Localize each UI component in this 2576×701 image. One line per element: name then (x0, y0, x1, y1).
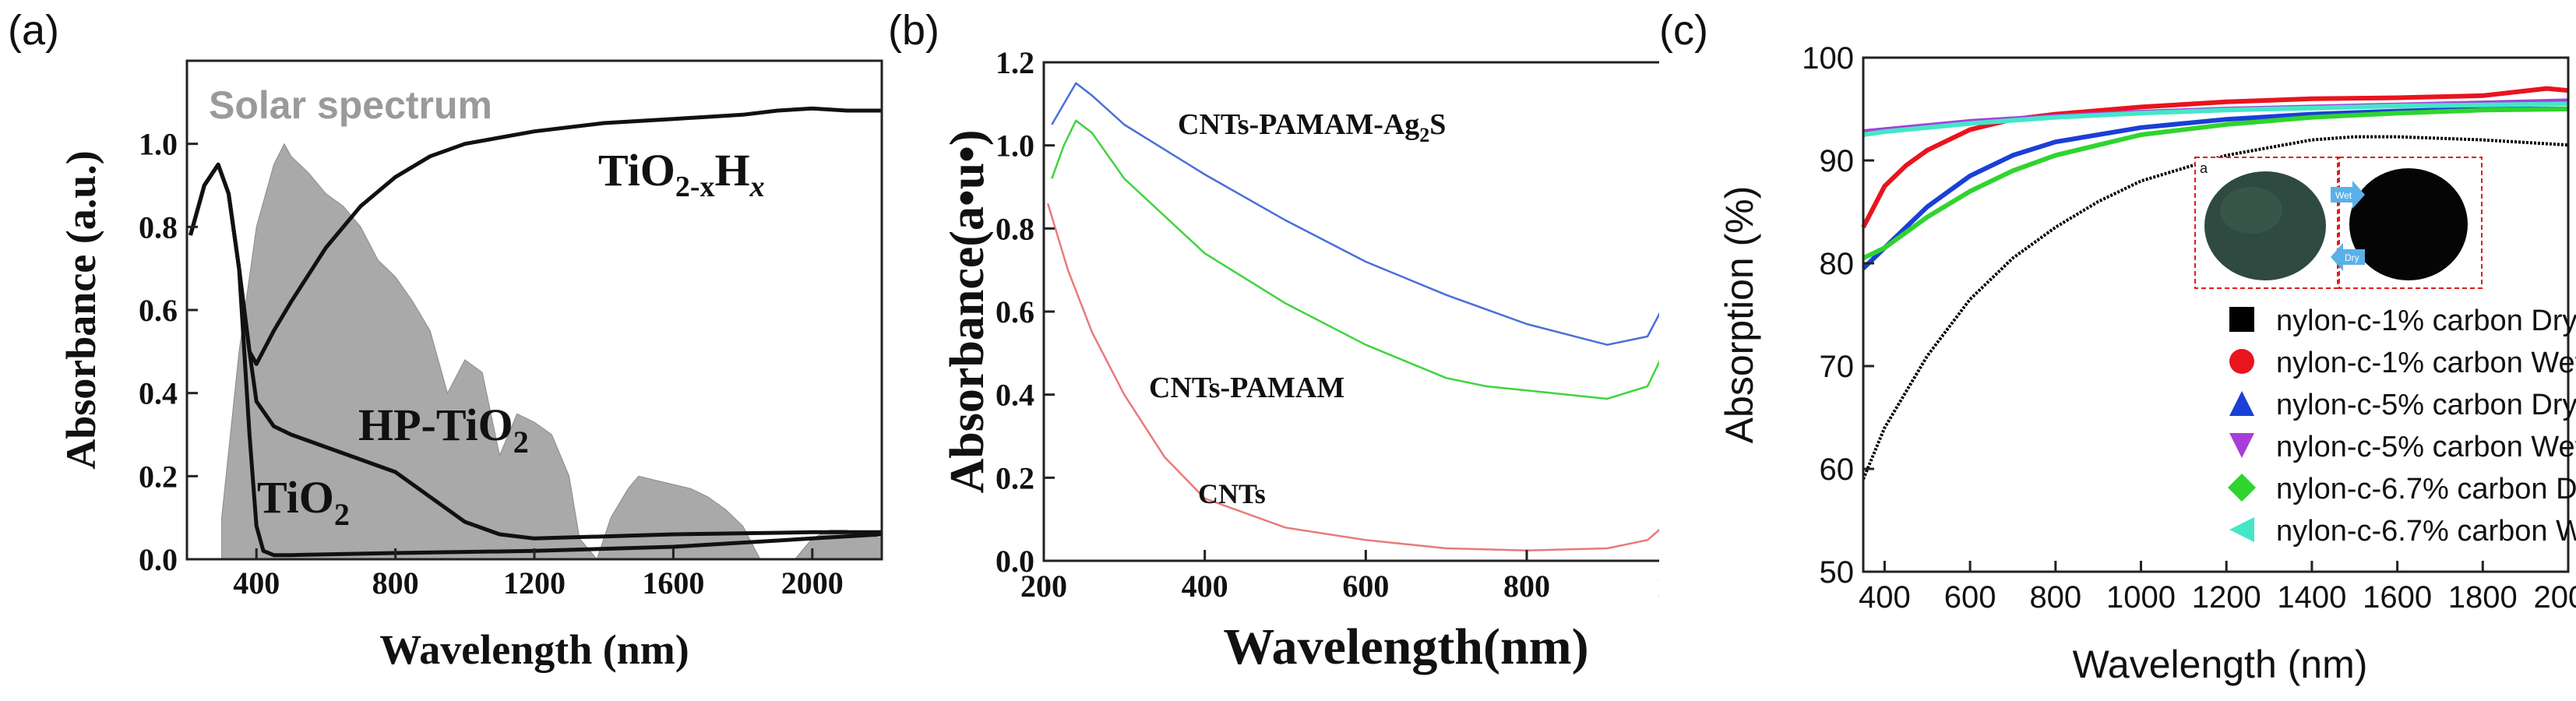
legend-label-nylon-c-1-carbon-dry: nylon-c-1% carbon Dry (2276, 305, 2576, 337)
x-tick-label: 400 (1182, 569, 1228, 604)
chart-b-x-ticks: 200 400 600 800 1000 (1020, 550, 1659, 604)
x-tick-label: 800 (2029, 580, 2081, 615)
annotation-solar-spectrum: Solar spectrum (209, 83, 492, 127)
y-tick-label: 1.2 (996, 45, 1034, 80)
y-tick-label: 90 (1820, 144, 1855, 178)
series-line-nylon-c-6-7-carbon-dry (1862, 107, 2569, 261)
y-tick-label: 0.6 (139, 293, 178, 328)
x-tick-label: 1600 (642, 565, 704, 601)
legend-marker-nylon-c-5-carbon-wet (2229, 433, 2254, 458)
legend-label-nylon-c-6-7-carbon-dry: nylon-c-6.7% carbon Dry (2276, 473, 2576, 505)
y-tick-label: 60 (1820, 453, 1855, 487)
chart-c-series (1861, 86, 2569, 480)
x-tick-label: 1400 (2277, 580, 2346, 615)
x-tick-label: 1000 (2106, 580, 2176, 615)
chart-a-x-ticks: 400 800 1200 1600 2000 (233, 548, 844, 601)
y-tick-label: 80 (1820, 247, 1855, 281)
chart-a: 400 800 1200 1600 2000 0.0 0.2 0.4 0.6 0.8 1.0 Wa… (58, 59, 883, 673)
x-tick-label: 2000 (781, 565, 844, 601)
x-tick-label: 1000 (1657, 569, 1659, 604)
x-tick-label: 600 (1944, 580, 1996, 615)
y-tick-label: 70 (1820, 350, 1855, 384)
x-tick-label: 200 (1020, 569, 1067, 604)
y-tick-label: 0.2 (139, 459, 178, 494)
chart-c: 400 600 800 1000 1200 1400 1600 1800 2000 50 60 70… (1718, 41, 2576, 686)
dry-arrow (2331, 243, 2365, 271)
y-tick-label: 0.2 (996, 460, 1034, 495)
wet-arrow-label: Wet (2335, 190, 2352, 201)
annotation-tio2xhx: TiO2-xHx (598, 145, 765, 203)
series-line-tio2 (189, 162, 883, 558)
y-tick-label: 0.4 (996, 378, 1034, 413)
y-tick-label: 0.8 (139, 210, 178, 245)
chart-a-ylabel: Absorbance (a.u.) (58, 150, 104, 470)
x-tick-label: 400 (1859, 580, 1911, 615)
chart-b-xlabel: Wavelength(nm) (1223, 618, 1588, 675)
inset-corner-label: a (2200, 160, 2208, 176)
legend-marker-nylon-c-1-carbon-dry (2229, 307, 2254, 332)
chart-b-series (1047, 82, 1659, 551)
series-line-nylon-c-1-carbon-dry (1862, 135, 2569, 480)
series-line-cnts-pamam-ag2s (1051, 82, 1659, 346)
y-tick-label: 0.0 (139, 542, 178, 577)
x-tick-label: 1200 (503, 565, 566, 601)
y-tick-label: 0.4 (139, 376, 178, 411)
x-tick-label: 2000 (2534, 580, 2576, 615)
y-tick-label: 0.0 (996, 544, 1034, 579)
panel-label-c: (c) (1659, 7, 1708, 54)
x-tick-label: 800 (372, 565, 419, 601)
x-tick-label: 600 (1342, 569, 1389, 604)
y-tick-label: 50 (1820, 555, 1855, 590)
wet-sample (2349, 168, 2468, 280)
chart-b-ylabel: Absorbance(a•u•) (941, 129, 994, 493)
legend-label-nylon-c-5-carbon-dry: nylon-c-5% carbon Dry (2276, 389, 2576, 421)
y-tick-label: 1.0 (139, 127, 178, 162)
legend-marker-nylon-c-6-7-carbon-wet (2229, 517, 2254, 542)
chart-b: 200 400 600 800 1000 0.0 0.2 0.4 0.6 0.8 1.0 1.2 W… (941, 45, 1659, 675)
x-tick-label: 800 (1503, 569, 1550, 604)
legend-label-nylon-c-5-carbon-wet: nylon-c-5% carbon Wet (2276, 431, 2576, 463)
y-tick-label: 100 (1802, 41, 1854, 76)
series-line-nylon-c-6-7-carbon-wet (1862, 101, 2569, 137)
chart-c-frame (1862, 56, 2570, 573)
y-tick-label: 1.0 (996, 129, 1034, 164)
y-tick-label: 0.8 (996, 211, 1034, 246)
inset-photo: a Wet Dry (2194, 157, 2483, 289)
panel-label-a: (a) (8, 7, 59, 54)
legend-label-nylon-c-6-7-carbon-wet: nylon-c-6.7% carbon Wet (2276, 515, 2576, 548)
chart-a-xlabel: Wavelength (nm) (379, 626, 689, 673)
annotation-tio2: TiO2 (257, 472, 350, 532)
series-line-nylon-c-1-carbon-wet (1861, 86, 2569, 229)
legend-marker-nylon-c-6-7-carbon-dry (2228, 474, 2256, 502)
chart-c-legend: nylon-c-1% carbon Dry nylon-c-1% carbon W… (2228, 305, 2576, 548)
chart-c-x-ticks: 400 600 800 1000 1200 1400 1600 1800 2000 (1859, 561, 2576, 615)
y-tick-label: 0.6 (996, 294, 1034, 329)
chart-a-series (189, 106, 883, 558)
chart-a-y-ticks: 0.0 0.2 0.4 0.6 0.8 1.0 (139, 127, 198, 577)
chart-c-y-ticks: 50 60 70 80 90 100 (1802, 41, 1874, 590)
legend-label-nylon-c-1-carbon-wet: nylon-c-1% carbon Wet (2276, 347, 2576, 379)
series-label-cnts-pamam: CNTs-PAMAM (1149, 372, 1344, 404)
x-tick-label: 1200 (2192, 580, 2261, 615)
x-tick-label: 1600 (2363, 580, 2432, 615)
x-tick-label: 1800 (2448, 580, 2518, 615)
chart-c-xlabel: Wavelength (nm) (2073, 643, 2368, 686)
annotation-hp-tio2: HP-TiO2 (358, 400, 529, 460)
chart-b-y-ticks: 0.0 0.2 0.4 0.6 0.8 1.0 1.2 (996, 45, 1055, 579)
series-line-cnts (1047, 203, 1659, 551)
panel-label-b: (b) (888, 7, 939, 54)
series-label-cnts-pamam-ag2s: CNTs-PAMAM-Ag2S (1178, 108, 1446, 146)
dry-arrow-label: Dry (2345, 252, 2359, 263)
chart-c-ylabel: Absorption (%) (1718, 186, 1761, 444)
legend-marker-nylon-c-5-carbon-dry (2229, 391, 2254, 416)
series-line-cnts-pamam (1051, 119, 1659, 400)
legend-marker-nylon-c-1-carbon-wet (2229, 349, 2254, 374)
x-tick-label: 400 (233, 565, 280, 601)
wet-arrow (2331, 181, 2365, 209)
series-label-cnts: CNTs (1198, 478, 1266, 509)
